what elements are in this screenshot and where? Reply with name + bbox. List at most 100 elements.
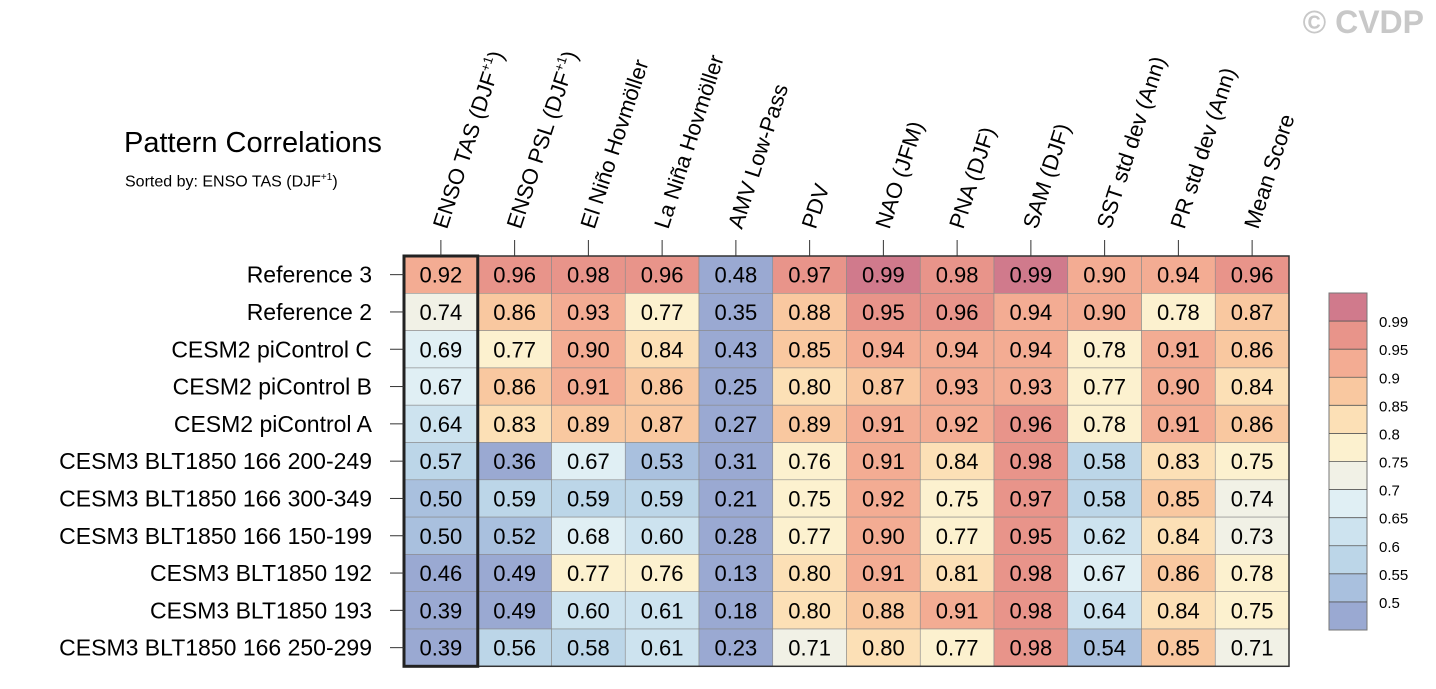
- cell-value: 0.87: [641, 412, 684, 437]
- cell-value: 0.75: [936, 486, 979, 511]
- column-label-text: AMV Low-Pass: [723, 81, 793, 232]
- cell-value: 0.48: [714, 263, 757, 288]
- cell-value: 0.77: [493, 337, 536, 362]
- cell-value: 0.84: [1157, 598, 1200, 623]
- heatmap-cell: [1141, 591, 1216, 630]
- heatmap-cell: [698, 404, 774, 443]
- cell-value: 0.74: [1231, 486, 1274, 511]
- heatmap-cell: [477, 367, 552, 406]
- cell-value: 0.59: [641, 486, 684, 511]
- heatmap-cell: [993, 479, 1069, 518]
- cell-value: 0.58: [1083, 449, 1126, 474]
- cell-value: 0.98: [567, 263, 610, 288]
- cell-value: 0.46: [419, 561, 462, 586]
- cell-value: 0.86: [493, 300, 536, 325]
- column-label: PR std dev (Ann): [1165, 65, 1241, 232]
- heatmap-cell: [477, 442, 552, 481]
- row-label: CESM2 piControl C: [171, 336, 372, 362]
- cell-value: 0.75: [1231, 598, 1274, 623]
- heatmap-cell: [772, 516, 847, 555]
- cell-value: 0.89: [788, 412, 831, 437]
- heatmap-cell: [624, 404, 700, 443]
- column-label-text: PNA (DJF): [944, 124, 1000, 232]
- cell-value: 0.99: [862, 263, 905, 288]
- heatmap-cell: [1067, 516, 1142, 555]
- heatmap-cell: [772, 292, 847, 331]
- heatmap-cell: [551, 292, 626, 331]
- heatmap-cell: [993, 404, 1069, 443]
- cell-value: 0.54: [1083, 636, 1126, 661]
- cell-value: 0.84: [641, 337, 684, 362]
- cell-value: 0.92: [936, 412, 979, 437]
- cell-value: 0.91: [936, 598, 979, 623]
- cell-value: 0.92: [862, 486, 905, 511]
- column-label: NAO (JFM): [870, 118, 928, 231]
- heatmap-cell: [1141, 292, 1216, 331]
- heatmap-cell: [919, 367, 995, 406]
- cell-value: 0.27: [714, 412, 757, 437]
- cell-value: 0.96: [1009, 412, 1052, 437]
- colorbar-label: 0.85: [1379, 398, 1408, 415]
- heatmap-cell: [403, 292, 479, 331]
- heatmap-cell: [698, 516, 774, 555]
- cell-value: 0.49: [493, 598, 536, 623]
- cell-value: 0.77: [788, 524, 831, 549]
- subtitle-text: Sorted by: ENSO TAS (DJF: [125, 173, 321, 191]
- cell-value: 0.75: [1231, 449, 1274, 474]
- cell-value: 0.84: [1157, 524, 1200, 549]
- heatmap-cell: [993, 442, 1069, 481]
- colorbar-segment: [1329, 545, 1367, 574]
- heatmap-cell: [1067, 591, 1142, 630]
- heatmap-cell: [919, 516, 995, 555]
- cell-value: 0.69: [419, 337, 462, 362]
- heatmap-cell: [1141, 516, 1216, 555]
- cell-value: 0.67: [1083, 561, 1126, 586]
- cell-value: 0.91: [1157, 337, 1200, 362]
- heatmap-cell: [698, 479, 774, 518]
- row-label: CESM3 BLT1850 166 200-249: [59, 448, 372, 474]
- heatmap-cell: [477, 404, 552, 443]
- cell-value: 0.67: [567, 449, 610, 474]
- cell-value: 0.77: [1083, 375, 1126, 400]
- heatmap-cell: [403, 330, 479, 369]
- row-label: CESM2 piControl B: [173, 374, 372, 400]
- column-label: ENSO TAS (DJF+1): [427, 47, 509, 231]
- column-label-text: Mean Score: [1239, 111, 1299, 232]
- heatmap-cell: [993, 330, 1069, 369]
- cell-value: 0.87: [862, 375, 905, 400]
- heatmap-cell: [551, 255, 626, 294]
- heatmap-cell: [403, 554, 479, 593]
- cell-value: 0.91: [862, 449, 905, 474]
- heatmap-cell: [846, 442, 921, 481]
- heatmap-cell: [551, 479, 626, 518]
- heatmap-cell: [772, 554, 847, 593]
- cell-value: 0.73: [1231, 524, 1274, 549]
- row-label: CESM2 piControl A: [174, 411, 373, 437]
- cell-value: 0.81: [936, 561, 979, 586]
- cell-value: 0.78: [1083, 337, 1126, 362]
- column-label-text: ENSO TAS (DJF: [428, 69, 502, 232]
- cell-value: 0.93: [1009, 375, 1052, 400]
- heatmap-cell: [624, 255, 700, 294]
- column-label: AMV Low-Pass: [723, 81, 793, 232]
- heatmap-cell: [919, 591, 995, 630]
- cell-value: 0.94: [1157, 263, 1200, 288]
- heatmap-cell: [551, 442, 626, 481]
- heatmap-cell: [772, 628, 847, 667]
- colorbar-label: 0.65: [1379, 511, 1408, 528]
- heatmap-cell: [624, 554, 700, 593]
- colorbar-label: 0.5: [1379, 595, 1400, 612]
- heatmap-cell: [846, 292, 921, 331]
- colorbar-segment: [1329, 601, 1367, 630]
- colorbar-label: 0.55: [1379, 567, 1408, 584]
- cell-value: 0.94: [1009, 337, 1052, 362]
- heatmap-cell: [1067, 367, 1142, 406]
- colorbar-segment: [1329, 489, 1367, 518]
- cell-value: 0.96: [936, 300, 979, 325]
- heatmap-cell: [477, 255, 552, 294]
- heatmap-cell: [1067, 554, 1142, 593]
- heatmap-cell: [1141, 628, 1216, 667]
- column-label-text: SST std dev (Ann): [1092, 53, 1171, 231]
- heatmap-cell: [698, 442, 774, 481]
- cell-value: 0.78: [1157, 300, 1200, 325]
